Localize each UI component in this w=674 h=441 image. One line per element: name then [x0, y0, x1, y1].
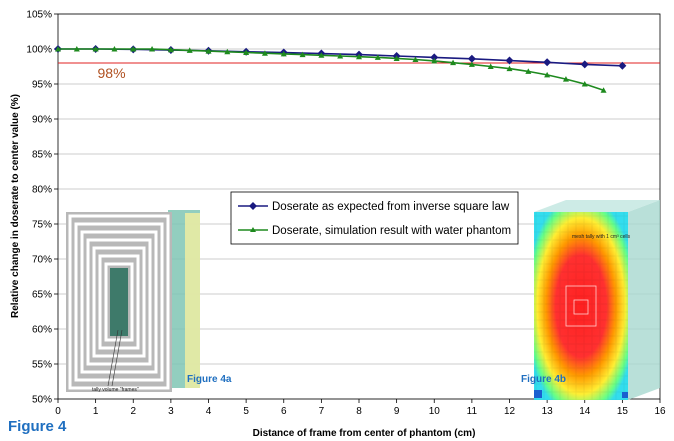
series-2-point: [506, 65, 513, 72]
figure-title: Figure 4: [8, 418, 67, 435]
x-axis-title: Distance of frame from center of phantom…: [253, 428, 476, 439]
inset-4a-pointer: [107, 329, 119, 387]
inset-4a-core: [110, 268, 128, 336]
reference-line-label: 98%: [98, 65, 126, 81]
y-tick-label: 50%: [32, 395, 52, 406]
inset-4b-corner-2: [622, 392, 628, 398]
inset-figure-4a: tally volume "frames" Figure 4a: [66, 210, 232, 393]
series-2-point: [111, 46, 118, 52]
series-2-point: [318, 52, 325, 58]
x-tick-label: 5: [243, 406, 249, 417]
y-tick-label: 90%: [32, 115, 52, 126]
y-tick-label: 105%: [26, 10, 52, 21]
legend-label-series-1: Doserate as expected from inverse square…: [272, 201, 510, 213]
y-tick-label: 85%: [32, 150, 52, 161]
x-tick-labels: 0 1 2 3 4 5 6 7 8 9 10 11 12 13 14 15 16: [55, 406, 666, 417]
series-2-point: [431, 57, 438, 64]
x-tick-label: 16: [654, 406, 666, 417]
series-1-point: [430, 53, 439, 62]
series-2-point: [581, 81, 588, 87]
y-tick-label: 80%: [32, 185, 52, 196]
inset-4b-label: mesh tally with 1 cm³ cells: [572, 234, 631, 240]
x-tick-label: 12: [504, 406, 516, 417]
series-2-point: [92, 46, 99, 52]
inset-4b-side-face: [628, 200, 660, 400]
y-tick-label: 100%: [26, 45, 52, 56]
figure-4a-label: Figure 4a: [187, 374, 232, 385]
inset-4a-back: [185, 213, 200, 388]
series-2-point: [412, 56, 419, 62]
series-2-point: [600, 87, 607, 93]
x-tick-label: 15: [617, 406, 629, 417]
series-2-point: [167, 46, 174, 53]
legend-marker-series-1: [249, 202, 257, 210]
x-tick-label: 4: [206, 406, 212, 417]
inset-4a-label: tally volume "frames": [92, 387, 139, 393]
x-tick-label: 11: [467, 406, 478, 417]
series-2-point: [356, 53, 362, 60]
series-2-point: [374, 54, 381, 60]
y-tick-label: 95%: [32, 80, 52, 91]
figure-4b-label: Figure 4b: [521, 374, 566, 385]
series-2-point: [544, 71, 551, 78]
y-tick-label: 65%: [32, 290, 52, 301]
y-tick-label: 70%: [32, 255, 52, 266]
legend: Doserate as expected from inverse square…: [230, 191, 519, 245]
series-line-2: [58, 48, 604, 92]
inset-4b-outline-2: [573, 299, 589, 315]
legend-box: [230, 191, 519, 245]
inset-4b-top-face: [534, 200, 660, 212]
x-tick-label: 0: [55, 406, 61, 417]
x-tick-label: 2: [130, 406, 136, 417]
y-axis-title: Relative change in doserate to center va…: [10, 94, 21, 318]
inset-4a-frames: [68, 214, 170, 390]
legend-marker-series-2: [250, 227, 256, 232]
x-tick-label: 7: [319, 406, 325, 417]
series-2-point: [487, 63, 494, 69]
series-1-point: [580, 60, 589, 69]
series-2-point: [149, 46, 156, 52]
y-tick-labels: 50% 55% 60% 65% 70% 75% 80% 85% 90% 95% 100% 105%: [26, 10, 52, 406]
x-tick-label: 8: [356, 406, 362, 417]
x-tick-label: 10: [429, 406, 441, 417]
series-group: [54, 45, 627, 93]
series-2-point: [337, 53, 344, 59]
series-1-point: [618, 61, 627, 70]
inset-4b-corner-1: [534, 390, 542, 398]
series-2-point: [261, 50, 268, 56]
y-tick-label: 75%: [32, 220, 52, 231]
series-2-point: [393, 55, 400, 61]
x-tick-label: 3: [168, 406, 174, 417]
x-tick-label: 14: [579, 406, 591, 417]
series-1-point: [543, 58, 552, 67]
series-1-point: [505, 56, 514, 65]
inset-4a-pointer-2: [111, 329, 123, 387]
y-tick-label: 60%: [32, 325, 52, 336]
inset-4b-pixel-grid: [534, 212, 628, 400]
series-2-point: [450, 59, 457, 66]
series-2-point: [468, 61, 475, 67]
series-2-point: [224, 48, 231, 55]
series-2-point: [130, 46, 137, 52]
y-tick-label: 55%: [32, 360, 52, 371]
legend-label-series-2: Doserate, simulation result with water p…: [272, 225, 511, 237]
series-1-point: [467, 54, 476, 63]
series-2-point: [562, 76, 569, 82]
series-2-point: [73, 46, 80, 52]
x-tick-label: 6: [281, 406, 287, 417]
x-tick-label: 9: [394, 406, 400, 417]
reference-line-group: 98%: [58, 62, 660, 81]
inset-4b-outline-1: [565, 285, 597, 327]
x-tick-label: 13: [542, 406, 554, 417]
series-2-point: [55, 46, 61, 52]
x-tick-label: 1: [93, 406, 99, 417]
inset-figure-4b: mesh tally with 1 cm³ cells Figure 4b: [521, 200, 660, 400]
series-2-point: [205, 48, 212, 54]
series-2-point: [186, 47, 193, 53]
series-2-point: [280, 50, 287, 57]
series-2-point: [243, 49, 250, 55]
series-2-point: [525, 68, 532, 74]
series-2-point: [299, 51, 306, 58]
